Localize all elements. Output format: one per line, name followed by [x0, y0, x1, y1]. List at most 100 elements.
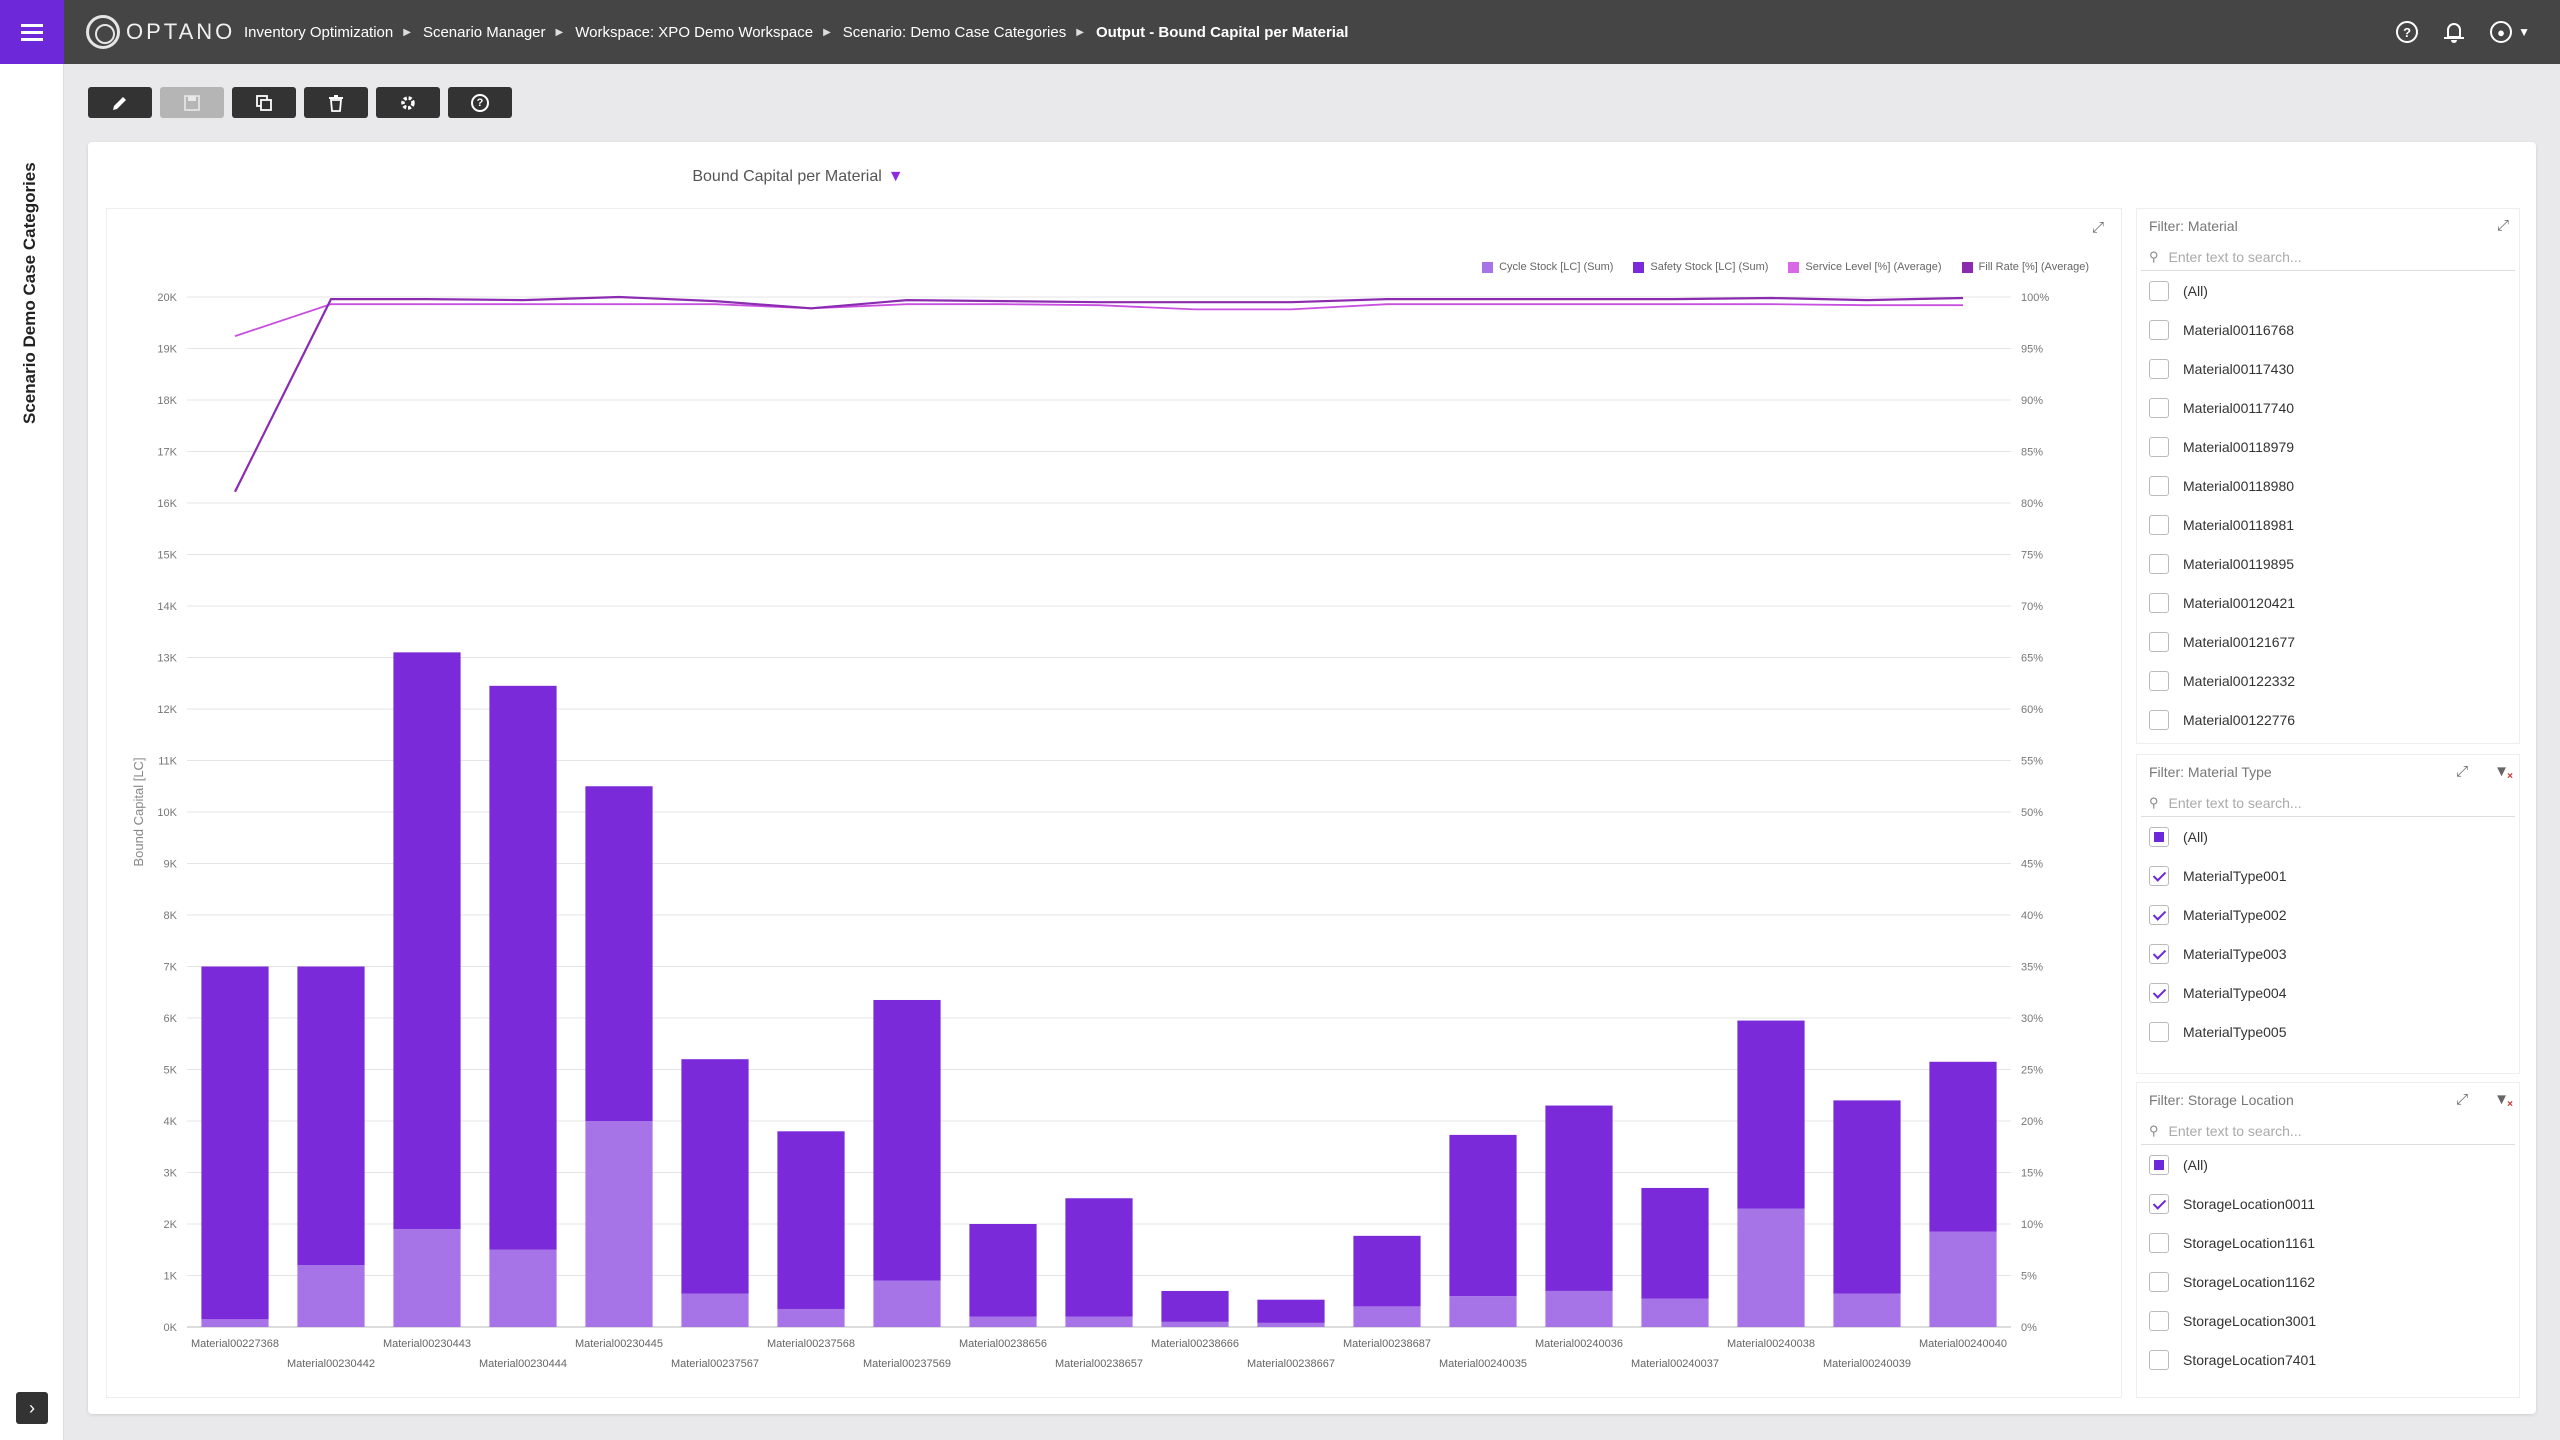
filter-option[interactable]: (All)	[2141, 271, 2515, 310]
optano-logo[interactable]: OPTANO	[86, 14, 235, 50]
filter-option[interactable]: Material00118981	[2141, 505, 2515, 544]
filter-option[interactable]: MaterialType005	[2141, 1012, 2515, 1051]
filter-option[interactable]: MaterialType001	[2141, 856, 2515, 895]
bar-safety-stock[interactable]	[1737, 1020, 1805, 1209]
checkbox[interactable]	[2149, 514, 2169, 535]
checkbox[interactable]	[2149, 826, 2169, 847]
expand-filter-icon[interactable]: ⤢	[2456, 1091, 2469, 1108]
bar-cycle-stock[interactable]	[1545, 1290, 1613, 1327]
expand-chart-icon[interactable]: ⤢	[2091, 219, 2104, 236]
checkbox[interactable]	[2149, 1310, 2169, 1331]
expand-sidebar-button[interactable]: ›	[16, 1392, 48, 1424]
filter-option[interactable]: (All)	[2141, 817, 2515, 856]
checkbox[interactable]	[2149, 1232, 2169, 1253]
filter-option[interactable]: MaterialType002	[2141, 895, 2515, 934]
breadcrumb-inventory-optimization[interactable]: Inventory Optimization	[244, 23, 394, 41]
bar-cycle-stock[interactable]	[681, 1293, 749, 1327]
line-service-level[interactable]	[234, 303, 1963, 337]
expand-filter-icon[interactable]: ⤢	[2496, 217, 2509, 234]
checkbox[interactable]	[2149, 1193, 2169, 1214]
checkbox[interactable]	[2149, 982, 2169, 1003]
notifications-bell-icon[interactable]	[2444, 21, 2465, 43]
checkbox[interactable]	[2149, 592, 2169, 613]
settings-button[interactable]	[376, 87, 440, 118]
filter-option[interactable]: (All)	[2141, 1145, 2515, 1184]
bar-cycle-stock[interactable]	[1737, 1208, 1805, 1327]
save-button[interactable]	[160, 87, 224, 118]
clear-filter-icon[interactable]: ▼ ×	[2494, 1091, 2513, 1110]
filter-option[interactable]: StorageLocation0011	[2141, 1184, 2515, 1223]
checkbox[interactable]	[2149, 865, 2169, 886]
filter-option[interactable]: StorageLocation1162	[2141, 1262, 2515, 1301]
filter-option[interactable]: StorageLocation7401	[2141, 1340, 2515, 1379]
filter-option[interactable]: Material00118980	[2141, 466, 2515, 505]
clear-filter-icon[interactable]: ▼ ×	[2494, 763, 2513, 782]
bar-cycle-stock[interactable]	[1161, 1321, 1229, 1327]
bar-cycle-stock[interactable]	[1641, 1298, 1709, 1327]
filter-option[interactable]: Material00117740	[2141, 388, 2515, 427]
delete-button[interactable]	[304, 87, 368, 118]
help-button[interactable]: ?	[448, 87, 512, 118]
help-icon[interactable]: ?	[2396, 21, 2419, 43]
user-menu[interactable]: ● ▼	[2490, 21, 2530, 43]
filter-option[interactable]: StorageLocation3001	[2141, 1301, 2515, 1340]
bar-safety-stock[interactable]	[585, 786, 653, 1121]
bar-cycle-stock[interactable]	[489, 1249, 557, 1327]
bar-safety-stock[interactable]	[1641, 1187, 1709, 1299]
legend-item[interactable]: Fill Rate [%] (Average)	[1961, 261, 2089, 273]
filter-option[interactable]: Material00117430	[2141, 349, 2515, 388]
bar-safety-stock[interactable]	[1257, 1299, 1325, 1323]
bar-cycle-stock[interactable]	[201, 1319, 269, 1327]
storage-location-search-input[interactable]	[2168, 1122, 2469, 1139]
bar-safety-stock[interactable]	[201, 966, 269, 1320]
breadcrumb-workspace[interactable]: Workspace: XPO Demo Workspace	[575, 23, 814, 41]
bar-cycle-stock[interactable]	[1449, 1296, 1517, 1327]
breadcrumb-scenario[interactable]: Scenario: Demo Case Categories	[842, 23, 1067, 41]
checkbox[interactable]	[2149, 319, 2169, 340]
bar-safety-stock[interactable]	[1929, 1061, 1997, 1232]
bar-cycle-stock[interactable]	[297, 1265, 365, 1327]
filter-option[interactable]: StorageLocation1161	[2141, 1223, 2515, 1262]
checkbox[interactable]	[2149, 904, 2169, 925]
filter-option[interactable]: Material00120421	[2141, 583, 2515, 622]
bar-safety-stock[interactable]	[489, 685, 557, 1250]
checkbox[interactable]	[2149, 553, 2169, 574]
bar-safety-stock[interactable]	[777, 1131, 845, 1309]
bar-safety-stock[interactable]	[297, 966, 365, 1266]
checkbox[interactable]	[2149, 1271, 2169, 1292]
bar-safety-stock[interactable]	[1161, 1290, 1229, 1322]
filter-option[interactable]: Material00118979	[2141, 427, 2515, 466]
checkbox[interactable]	[2149, 1349, 2169, 1370]
filter-option[interactable]: Material00122776	[2141, 700, 2515, 739]
legend-item[interactable]: Service Level [%] (Average)	[1788, 261, 1942, 273]
checkbox[interactable]	[2149, 280, 2169, 301]
edit-button[interactable]	[88, 87, 152, 118]
legend-item[interactable]: Safety Stock [LC] (Sum)	[1633, 261, 1768, 273]
menu-button[interactable]	[0, 0, 64, 64]
bar-safety-stock[interactable]	[393, 652, 461, 1230]
filter-option[interactable]: Material00122332	[2141, 661, 2515, 700]
filter-option[interactable]: MaterialType003	[2141, 934, 2515, 973]
bar-cycle-stock[interactable]	[1257, 1322, 1325, 1327]
filter-option[interactable]: MaterialType004	[2141, 973, 2515, 1012]
checkbox[interactable]	[2149, 358, 2169, 379]
copy-button[interactable]	[232, 87, 296, 118]
bar-cycle-stock[interactable]	[1065, 1316, 1133, 1327]
checkbox[interactable]	[2149, 631, 2169, 652]
material-type-search-input[interactable]	[2168, 794, 2469, 811]
bar-safety-stock[interactable]	[969, 1224, 1037, 1317]
bar-safety-stock[interactable]	[1449, 1134, 1517, 1297]
filter-option[interactable]: Material00119895	[2141, 544, 2515, 583]
bar-cycle-stock[interactable]	[969, 1316, 1037, 1327]
checkbox[interactable]	[2149, 475, 2169, 496]
checkbox[interactable]	[2149, 397, 2169, 418]
checkbox[interactable]	[2149, 1021, 2169, 1042]
bar-safety-stock[interactable]	[1833, 1100, 1901, 1294]
bar-cycle-stock[interactable]	[1353, 1306, 1421, 1327]
legend-item[interactable]: Cycle Stock [LC] (Sum)	[1482, 261, 1613, 273]
bar-safety-stock[interactable]	[873, 999, 941, 1281]
bar-cycle-stock[interactable]	[1929, 1231, 1997, 1327]
checkbox[interactable]	[2149, 943, 2169, 964]
bar-safety-stock[interactable]	[1353, 1235, 1421, 1307]
bar-cycle-stock[interactable]	[777, 1308, 845, 1327]
